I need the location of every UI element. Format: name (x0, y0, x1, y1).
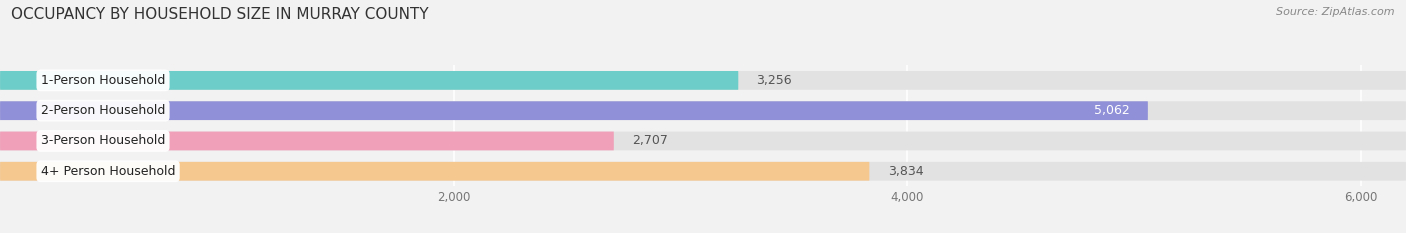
FancyBboxPatch shape (0, 132, 614, 150)
FancyBboxPatch shape (0, 162, 869, 181)
Text: OCCUPANCY BY HOUSEHOLD SIZE IN MURRAY COUNTY: OCCUPANCY BY HOUSEHOLD SIZE IN MURRAY CO… (11, 7, 429, 22)
Text: 4+ Person Household: 4+ Person Household (41, 165, 176, 178)
Text: 3,256: 3,256 (756, 74, 792, 87)
Text: 5,062: 5,062 (1094, 104, 1130, 117)
FancyBboxPatch shape (0, 71, 1406, 90)
FancyBboxPatch shape (0, 101, 1147, 120)
FancyBboxPatch shape (0, 101, 1406, 120)
FancyBboxPatch shape (0, 132, 1406, 150)
Text: 1-Person Household: 1-Person Household (41, 74, 165, 87)
Text: Source: ZipAtlas.com: Source: ZipAtlas.com (1277, 7, 1395, 17)
Text: 2,707: 2,707 (633, 134, 668, 147)
Text: 3,834: 3,834 (887, 165, 924, 178)
FancyBboxPatch shape (0, 162, 1406, 181)
Text: 2-Person Household: 2-Person Household (41, 104, 165, 117)
Text: 3-Person Household: 3-Person Household (41, 134, 165, 147)
FancyBboxPatch shape (0, 71, 738, 90)
